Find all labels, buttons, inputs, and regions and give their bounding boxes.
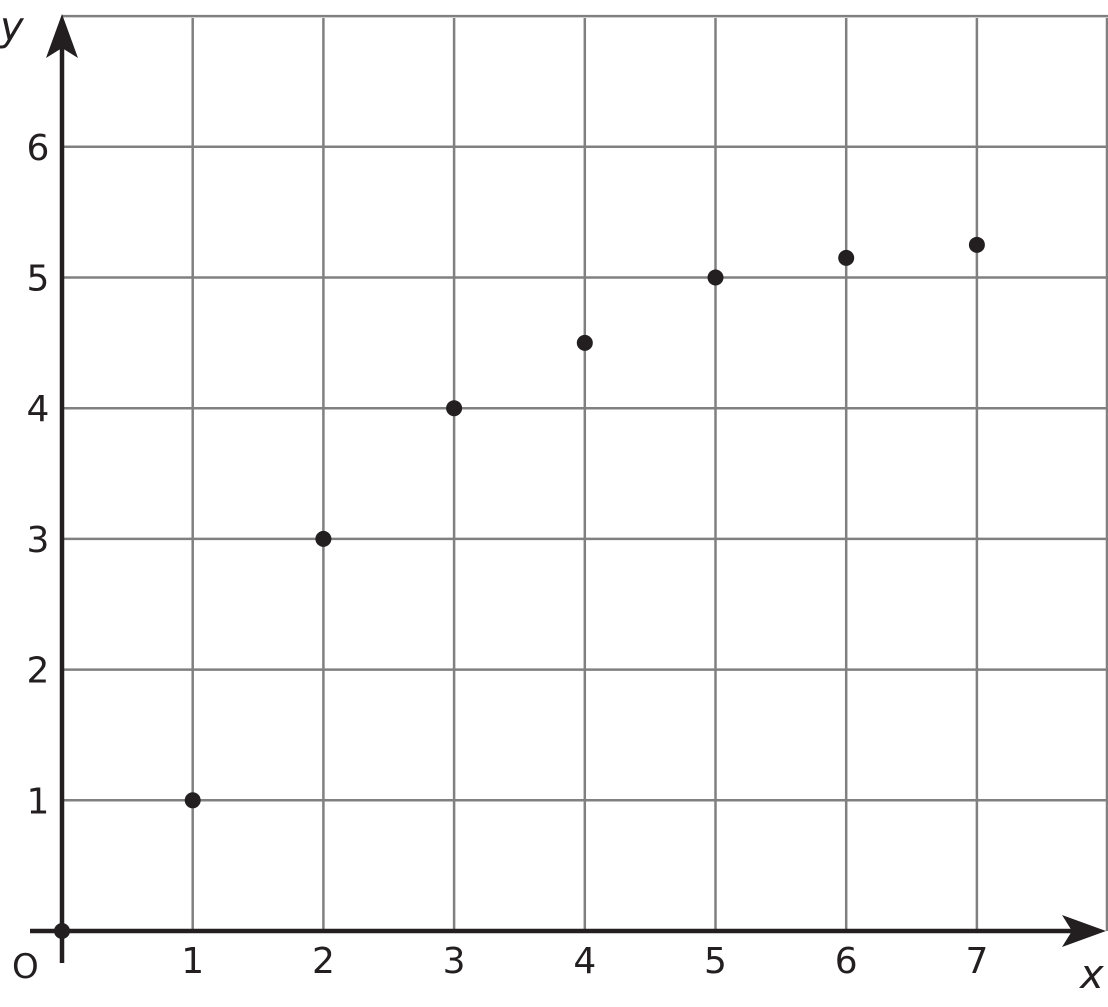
axes <box>30 14 1106 963</box>
x-tick-label: 7 <box>965 941 988 982</box>
data-point <box>576 334 593 351</box>
x-tick-label: 6 <box>835 941 858 982</box>
data-point <box>54 923 70 939</box>
data-point <box>707 269 724 286</box>
data-point <box>315 530 332 547</box>
y-tick-label: 3 <box>27 520 50 561</box>
grid <box>62 14 1108 931</box>
data-point <box>968 236 985 253</box>
y-axis-arrow <box>46 14 78 58</box>
data-point <box>838 249 855 266</box>
data-point <box>184 792 201 809</box>
x-tick-label: 5 <box>704 941 727 982</box>
origin-label: O <box>12 947 39 987</box>
x-axis-arrow <box>1062 915 1106 947</box>
data-points <box>54 236 985 939</box>
tick-labels: 1 2 3 4 5 6 7 1 2 3 4 5 6 <box>27 128 989 982</box>
y-tick-label: 2 <box>27 651 50 692</box>
y-tick-label: 6 <box>27 128 50 169</box>
y-tick-label: 1 <box>27 781 50 822</box>
y-axis-label: y <box>0 4 25 50</box>
x-axis-label: x <box>1078 952 1104 998</box>
x-tick-label: 1 <box>181 941 204 982</box>
data-point <box>446 400 463 417</box>
x-tick-label: 2 <box>312 941 335 982</box>
y-tick-label: 5 <box>27 259 50 300</box>
x-tick-label: 3 <box>443 941 466 982</box>
y-tick-label: 4 <box>27 389 50 430</box>
x-tick-label: 4 <box>573 941 596 982</box>
